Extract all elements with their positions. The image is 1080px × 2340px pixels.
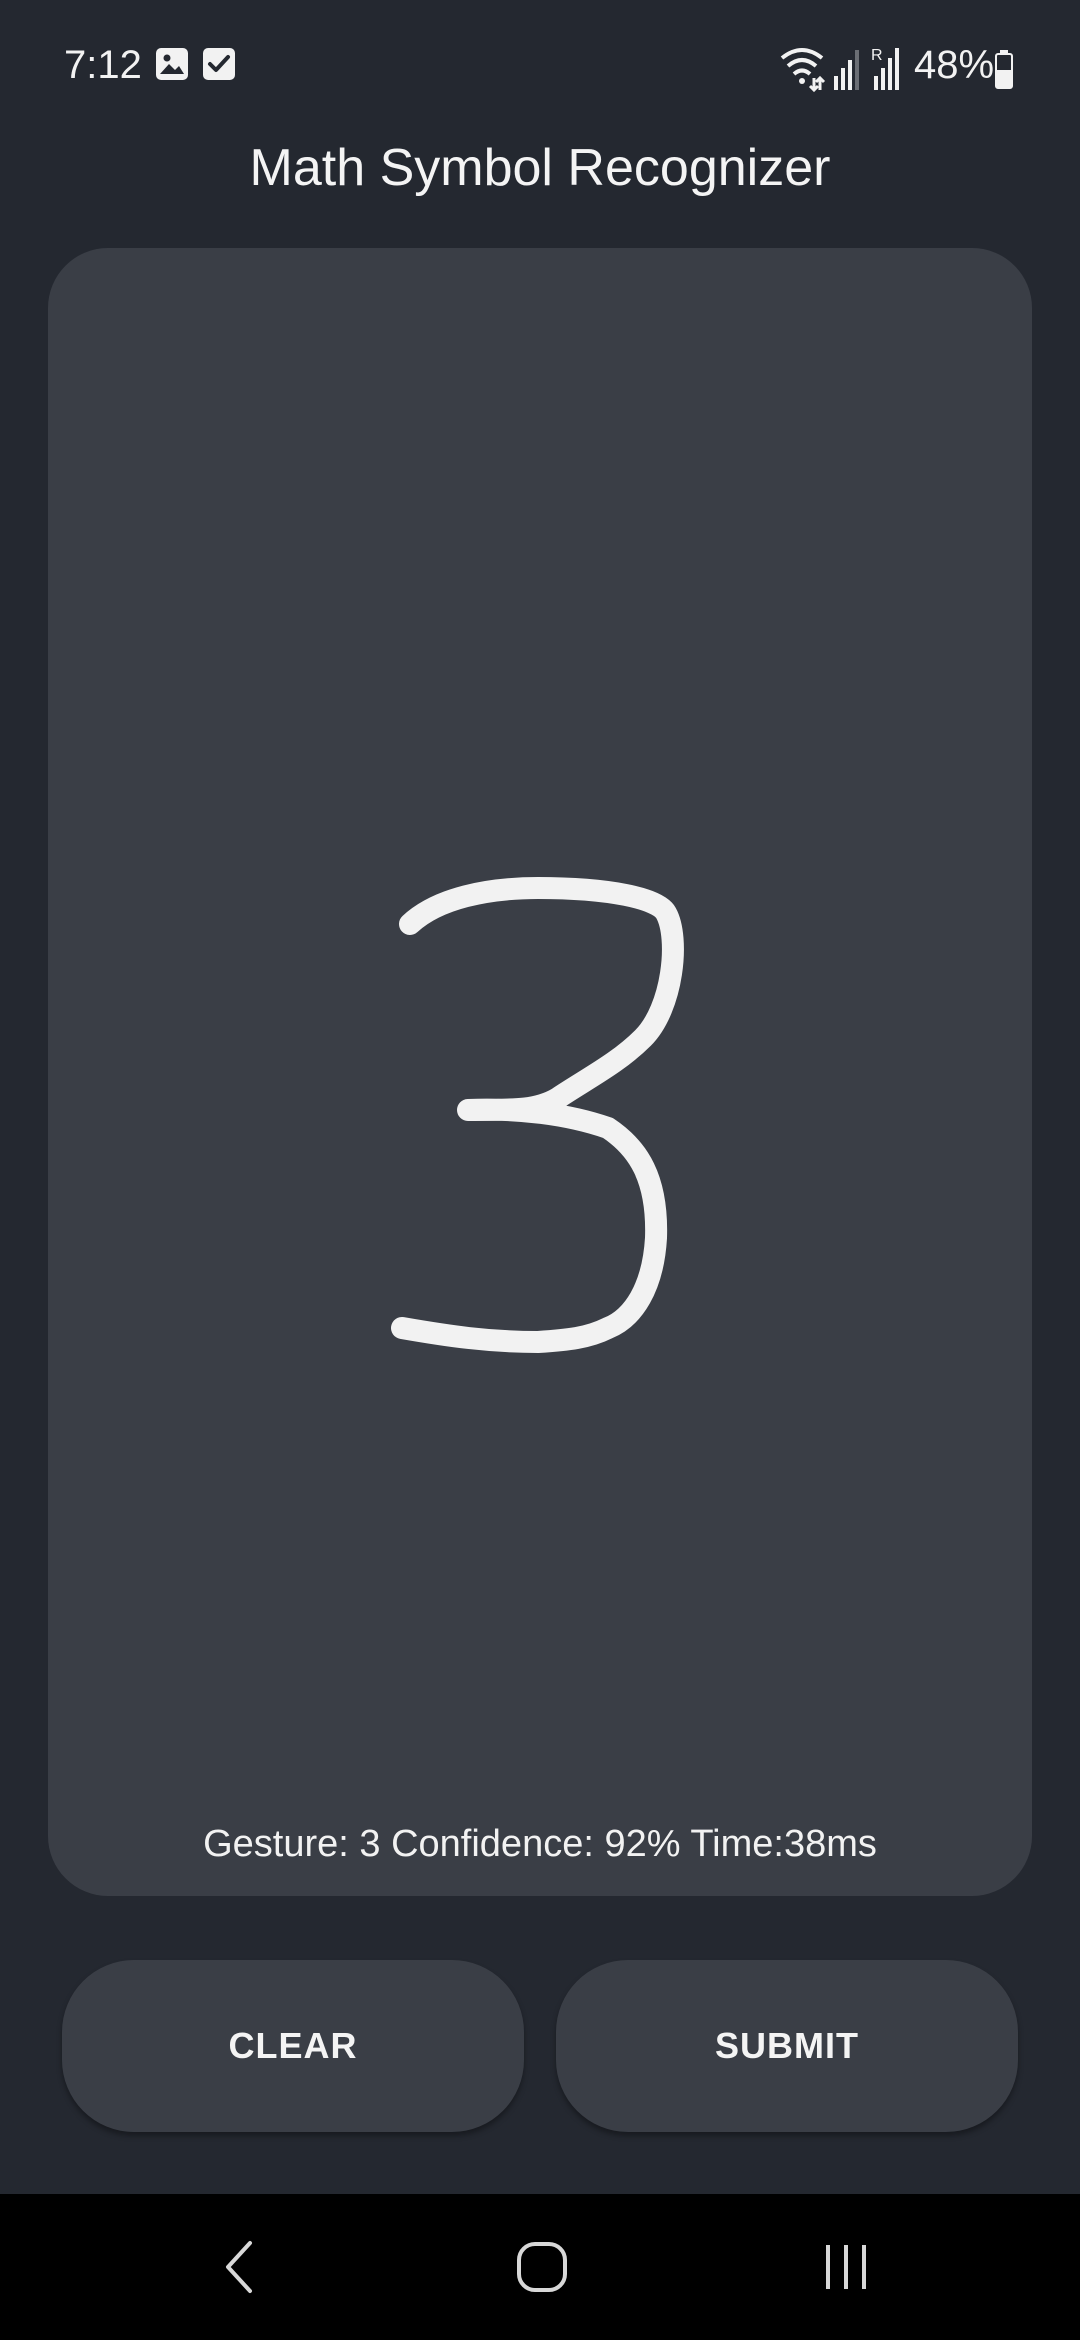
signal-icon [834,50,859,90]
wifi-icon [780,48,826,93]
back-icon [226,2241,252,2293]
nav-home-button[interactable] [442,2194,642,2340]
drawing-canvas[interactable]: Gesture: 3 Confidence: 92% Time:38ms [48,248,1032,1896]
status-time: 7:12 [64,43,142,87]
drawn-stroke-3 [391,877,684,1353]
home-icon [517,2242,567,2292]
roaming-signal-icon: R [871,47,899,90]
submit-button[interactable]: SUBMIT [556,1960,1018,2132]
nav-recents-button[interactable] [746,2194,946,2340]
checkbox-icon [203,48,235,80]
navigation-bar [0,2194,1080,2340]
recognition-result: Gesture: 3 Confidence: 92% Time:38ms [203,1823,877,1865]
gallery-icon [156,48,188,80]
clear-button[interactable]: CLEAR [62,1960,524,2132]
battery-percent: 48% [914,43,995,87]
status-bar: 7:12 R 48% [0,0,1080,130]
svg-text:R: R [871,47,883,64]
recents-icon [826,2245,866,2289]
nav-back-button[interactable] [140,2194,340,2340]
battery-icon [995,50,1013,89]
app-title: Math Symbol Recognizer [249,139,831,197]
